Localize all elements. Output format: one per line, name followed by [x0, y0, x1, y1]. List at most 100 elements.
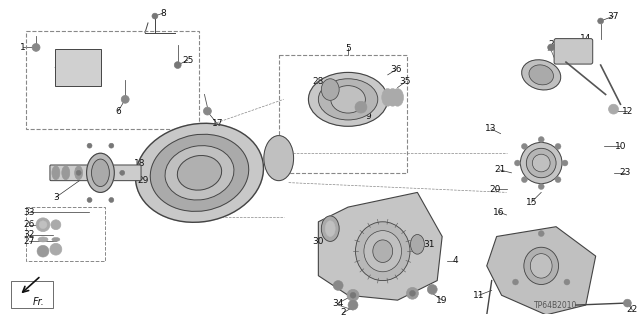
Circle shape: [555, 144, 561, 149]
Ellipse shape: [52, 237, 60, 241]
Text: 1: 1: [20, 43, 26, 52]
Polygon shape: [487, 227, 596, 315]
Text: 10: 10: [614, 142, 626, 151]
Ellipse shape: [331, 85, 365, 113]
Ellipse shape: [325, 221, 335, 236]
Ellipse shape: [52, 166, 60, 180]
Text: 33: 33: [24, 207, 35, 217]
Circle shape: [538, 184, 544, 189]
Circle shape: [538, 231, 544, 236]
Text: 15: 15: [525, 198, 537, 207]
Text: 16: 16: [493, 207, 504, 217]
Ellipse shape: [136, 123, 264, 222]
Circle shape: [609, 104, 618, 114]
FancyBboxPatch shape: [55, 49, 101, 85]
Circle shape: [36, 218, 50, 232]
Text: 8: 8: [160, 9, 166, 18]
Ellipse shape: [92, 159, 109, 187]
Text: 28: 28: [313, 77, 324, 86]
Text: Fr.: Fr.: [33, 297, 45, 307]
Circle shape: [515, 160, 520, 166]
Ellipse shape: [355, 222, 410, 281]
Text: 35: 35: [400, 77, 412, 86]
Ellipse shape: [62, 166, 70, 180]
Ellipse shape: [381, 89, 394, 106]
Ellipse shape: [318, 79, 378, 120]
Circle shape: [538, 137, 544, 143]
Text: TP64B2010: TP64B2010: [534, 300, 578, 309]
Text: 9: 9: [365, 113, 371, 122]
Text: 4: 4: [452, 256, 458, 265]
Ellipse shape: [38, 237, 48, 242]
FancyBboxPatch shape: [50, 165, 141, 181]
Circle shape: [406, 287, 419, 299]
Circle shape: [623, 299, 631, 307]
Circle shape: [120, 170, 125, 175]
Ellipse shape: [321, 79, 339, 100]
Text: 20: 20: [489, 185, 500, 194]
Circle shape: [50, 243, 62, 255]
Ellipse shape: [75, 166, 83, 180]
Circle shape: [109, 143, 114, 148]
Text: 30: 30: [312, 237, 324, 246]
Text: 34: 34: [332, 299, 344, 308]
Circle shape: [355, 101, 367, 113]
Circle shape: [204, 107, 211, 115]
Circle shape: [348, 300, 358, 310]
Circle shape: [548, 44, 555, 51]
Circle shape: [174, 62, 181, 69]
Circle shape: [350, 292, 356, 298]
Circle shape: [562, 160, 568, 166]
Circle shape: [347, 289, 359, 301]
Ellipse shape: [321, 216, 339, 241]
Ellipse shape: [165, 146, 234, 200]
Circle shape: [51, 220, 61, 230]
Ellipse shape: [532, 154, 550, 172]
Text: 31: 31: [424, 240, 435, 249]
Text: 7: 7: [53, 67, 59, 77]
Ellipse shape: [522, 60, 561, 90]
Text: 17: 17: [212, 119, 223, 128]
Ellipse shape: [177, 155, 221, 190]
Ellipse shape: [150, 134, 249, 211]
Circle shape: [555, 177, 561, 182]
Text: 29: 29: [138, 176, 148, 185]
Ellipse shape: [410, 234, 424, 254]
Circle shape: [522, 144, 527, 149]
Ellipse shape: [364, 231, 401, 272]
Text: 12: 12: [621, 107, 633, 115]
Circle shape: [39, 221, 47, 229]
Circle shape: [513, 279, 518, 285]
Text: 19: 19: [436, 296, 448, 305]
Text: 26: 26: [24, 220, 35, 229]
Ellipse shape: [529, 65, 554, 85]
Ellipse shape: [526, 148, 556, 178]
Circle shape: [564, 279, 570, 285]
Text: 3: 3: [53, 193, 59, 202]
Circle shape: [410, 290, 415, 296]
Ellipse shape: [524, 247, 559, 285]
Text: 2: 2: [340, 308, 346, 317]
Circle shape: [522, 177, 527, 182]
Circle shape: [121, 95, 129, 103]
Ellipse shape: [531, 254, 552, 278]
Text: 32: 32: [24, 230, 35, 239]
Circle shape: [152, 13, 158, 19]
Ellipse shape: [392, 89, 404, 106]
Circle shape: [76, 170, 81, 175]
Circle shape: [87, 197, 92, 203]
Text: 25: 25: [182, 56, 193, 65]
Ellipse shape: [264, 136, 294, 181]
Text: 11: 11: [473, 291, 484, 300]
Text: 6: 6: [115, 107, 121, 115]
Ellipse shape: [520, 143, 562, 184]
Ellipse shape: [373, 240, 392, 263]
Text: 36: 36: [390, 65, 401, 74]
Text: 14: 14: [580, 34, 591, 43]
Circle shape: [109, 197, 114, 203]
FancyBboxPatch shape: [554, 39, 593, 64]
Ellipse shape: [387, 89, 399, 106]
Circle shape: [87, 143, 92, 148]
Circle shape: [428, 285, 437, 294]
Ellipse shape: [308, 72, 388, 126]
